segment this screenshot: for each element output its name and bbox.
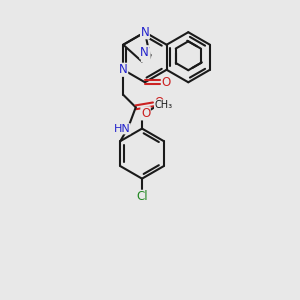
Text: O: O bbox=[162, 76, 171, 89]
Text: HN: HN bbox=[113, 124, 130, 134]
Text: N: N bbox=[141, 26, 149, 39]
Text: N: N bbox=[141, 49, 150, 62]
Text: N: N bbox=[140, 46, 149, 59]
Text: N: N bbox=[119, 63, 128, 76]
Text: Cl: Cl bbox=[136, 190, 148, 203]
Text: O: O bbox=[154, 96, 164, 110]
Text: O: O bbox=[141, 107, 150, 120]
Text: CH₃: CH₃ bbox=[155, 100, 173, 110]
